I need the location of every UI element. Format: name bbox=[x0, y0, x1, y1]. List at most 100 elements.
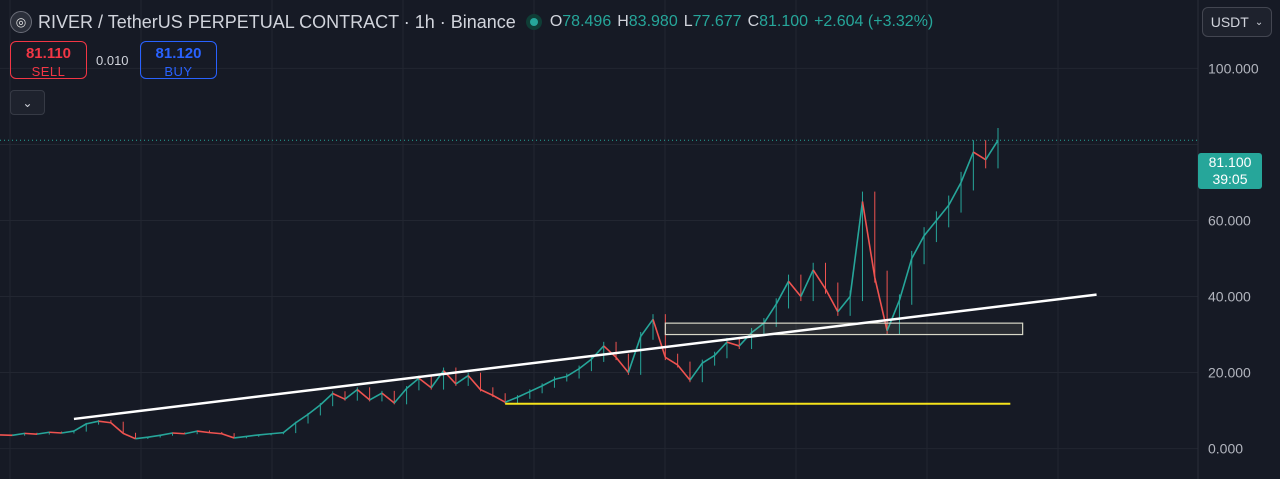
price-segment bbox=[751, 322, 765, 334]
price-segment bbox=[12, 432, 25, 437]
price-segment bbox=[554, 375, 567, 381]
price-segment bbox=[726, 341, 740, 347]
price-segment bbox=[972, 151, 987, 161]
collapse-button[interactable]: ⌄ bbox=[10, 90, 45, 115]
low-label: L bbox=[683, 13, 693, 30]
price-segment bbox=[960, 151, 975, 183]
low-value: 77.677 bbox=[692, 13, 742, 30]
buy-label: BUY bbox=[164, 64, 193, 79]
price-tick-label: 60.000 bbox=[1208, 212, 1251, 228]
price-segment bbox=[172, 432, 185, 435]
price-segment bbox=[356, 389, 371, 401]
price-segment bbox=[714, 341, 728, 356]
price-segment bbox=[812, 269, 827, 290]
price-segment bbox=[800, 269, 814, 297]
price-segment bbox=[861, 201, 876, 278]
price-segment bbox=[221, 433, 235, 439]
price-segment bbox=[541, 378, 555, 387]
price-segment bbox=[135, 436, 148, 440]
open-label: O bbox=[549, 13, 563, 30]
price-segment bbox=[492, 394, 506, 403]
price-segment bbox=[824, 288, 839, 313]
price-segment bbox=[122, 432, 136, 440]
price-segment bbox=[73, 423, 87, 432]
price-segment bbox=[455, 374, 469, 385]
price-segment bbox=[480, 388, 494, 397]
resistance-zone[interactable] bbox=[664, 322, 1024, 336]
price-segment bbox=[517, 390, 531, 398]
high-label: H bbox=[617, 13, 629, 30]
price-segment bbox=[911, 235, 925, 259]
price-segment bbox=[295, 413, 309, 424]
price-segment bbox=[61, 430, 75, 434]
price-segment bbox=[886, 300, 901, 332]
price-segment bbox=[763, 303, 777, 324]
price-segment bbox=[234, 435, 247, 439]
river-logo-icon: ◎ bbox=[10, 11, 32, 33]
price-segment bbox=[332, 392, 346, 400]
price-tick-label: 20.000 bbox=[1208, 365, 1251, 381]
price-segment bbox=[418, 377, 432, 389]
price-segment bbox=[86, 420, 99, 425]
price-segment bbox=[160, 432, 173, 437]
price-segment bbox=[874, 277, 888, 331]
symbol-legend: ◎ RIVER / TetherUS PERPETUAL CONTRACT · … bbox=[10, 10, 933, 34]
price-tick-label: 100.000 bbox=[1208, 60, 1259, 76]
price-tick-label: 0.000 bbox=[1208, 441, 1243, 457]
price-segment bbox=[849, 201, 864, 297]
last-price-badge: 81.100 39:05 bbox=[1198, 153, 1262, 189]
price-axis[interactable]: 0.000 20.000 40.000 60.000 100.000 bbox=[1208, 60, 1259, 456]
price-segment bbox=[627, 336, 642, 373]
open-value: 78.496 bbox=[562, 13, 612, 30]
price-segment bbox=[393, 388, 408, 404]
market-open-icon bbox=[525, 14, 542, 30]
buy-price: 81.120 bbox=[155, 45, 202, 62]
chevron-down-icon: ⌄ bbox=[1254, 16, 1264, 28]
ohlc-values: O78.496 H83.980 L77.677 C81.100 +2.604 (… bbox=[550, 13, 933, 31]
price-segment bbox=[344, 389, 358, 400]
price-segment bbox=[319, 392, 334, 406]
sell-price: 81.110 bbox=[25, 45, 72, 62]
price-segment bbox=[184, 430, 198, 435]
chevron-down-icon: ⌄ bbox=[22, 95, 33, 110]
bar-countdown: 39:05 bbox=[1212, 171, 1248, 187]
price-segment bbox=[270, 431, 284, 435]
price-segment bbox=[369, 392, 383, 401]
trend-line[interactable] bbox=[73, 293, 1097, 421]
close-label: C bbox=[747, 13, 760, 30]
price-segment bbox=[652, 319, 667, 358]
spread-value: 0.010 bbox=[96, 53, 129, 68]
price-segment bbox=[98, 420, 111, 424]
price-segment bbox=[246, 434, 259, 438]
price-segment bbox=[36, 431, 50, 435]
high-value: 83.980 bbox=[628, 13, 678, 30]
price-segment bbox=[282, 422, 297, 434]
currency-label: USDT bbox=[1210, 14, 1249, 30]
price-segment bbox=[49, 431, 62, 434]
price-segment bbox=[110, 422, 124, 434]
price-segment bbox=[689, 362, 703, 381]
price-segment bbox=[837, 296, 851, 313]
price-segment bbox=[307, 404, 321, 416]
price-segment bbox=[197, 430, 210, 434]
close-value: 81.100 bbox=[759, 13, 809, 30]
price-segment bbox=[603, 345, 617, 358]
price-series bbox=[0, 127, 999, 440]
symbol-title[interactable]: RIVER / TetherUS PERPETUAL CONTRACT · 1h… bbox=[38, 11, 516, 32]
currency-select[interactable]: USDT ⌄ bbox=[1202, 7, 1272, 37]
sell-label: SELL bbox=[31, 64, 66, 79]
sell-button[interactable]: 81.110 SELL bbox=[10, 41, 87, 79]
price-segment bbox=[775, 280, 790, 305]
change-value: +2.604 (+3.32%) bbox=[814, 13, 934, 30]
price-segment bbox=[615, 356, 629, 374]
price-segment bbox=[677, 364, 691, 381]
price-segment bbox=[467, 375, 482, 391]
buy-button[interactable]: 81.120 BUY bbox=[140, 41, 217, 79]
price-segment bbox=[147, 434, 161, 438]
price-segment bbox=[529, 385, 543, 393]
price-segment bbox=[24, 432, 38, 435]
price-segment bbox=[578, 358, 592, 370]
price-segment bbox=[923, 219, 938, 237]
price-segment bbox=[406, 377, 420, 390]
